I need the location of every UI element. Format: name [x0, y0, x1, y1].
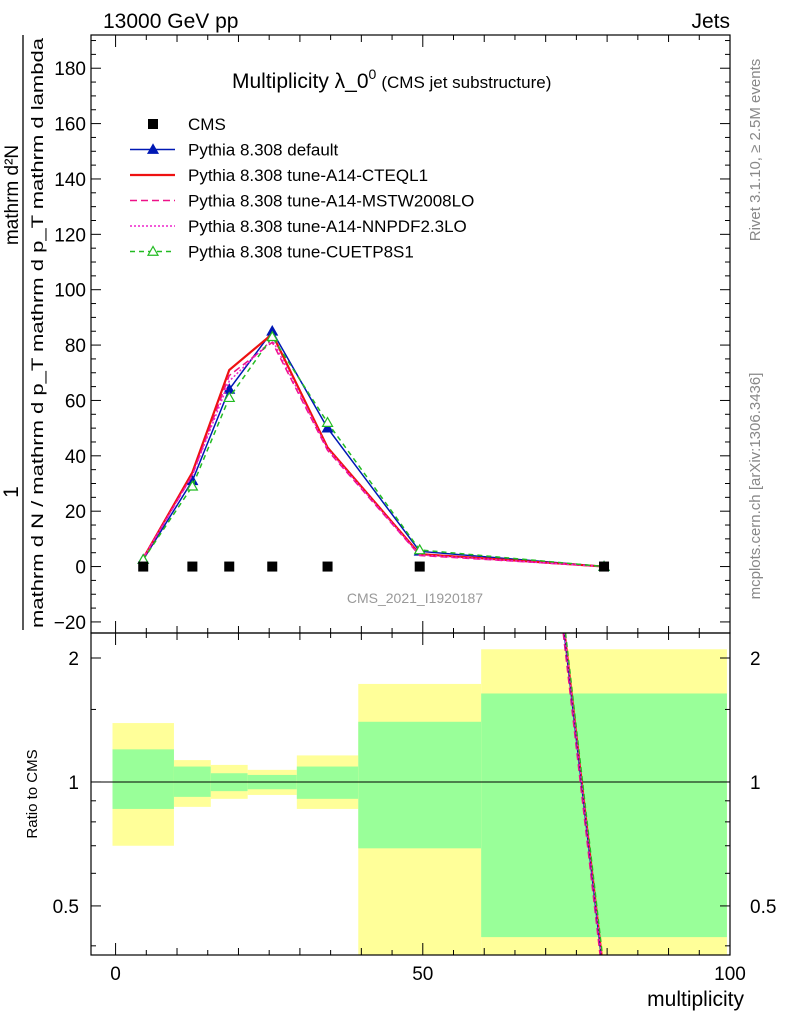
- series-line-1: [142, 332, 605, 568]
- ratio-band-green: [296, 766, 359, 799]
- legend-cms-label: CMS: [188, 115, 226, 134]
- ratio-y-axis-label: Ratio to CMS: [24, 749, 41, 838]
- legend-label-3: Pythia 8.308 tune-A14-NNPDF2.3LO: [188, 217, 467, 236]
- cms-data-point: [138, 561, 149, 572]
- legend-label-1: Pythia 8.308 tune-A14-CTEQL1: [188, 166, 428, 185]
- ratio-tick-label-left: 0.5: [53, 897, 79, 918]
- series-4-point: [321, 416, 334, 427]
- series-4-point: [266, 330, 279, 342]
- y-axis-label-numerator: 1: [0, 486, 23, 498]
- legend-label-0: Pythia 8.308 default: [188, 141, 339, 160]
- x-axis-label: multiplicity: [647, 988, 744, 1011]
- ratio-tick-label-right: 1: [750, 773, 761, 794]
- ratio-band-green: [358, 721, 482, 849]
- y-tick-label: 100: [54, 281, 86, 302]
- ratio-plot-frame: [90, 632, 731, 956]
- chart-title-superscript: 0: [369, 66, 377, 82]
- y-axis-label-denominator: mathrm d N / mathrm d p_T mathrm d p_T m…: [28, 37, 47, 628]
- legend-label-2: Pythia 8.308 tune-A14-MSTW2008LO: [188, 192, 474, 211]
- cms-data-point: [414, 561, 425, 572]
- ratio-tick-label-right: 2: [750, 649, 761, 670]
- ratio-tick-label-left: 1: [68, 773, 79, 794]
- x-tick-label: 0: [110, 964, 121, 985]
- y-tick-label: 140: [54, 170, 86, 191]
- y-tick-label: 80: [65, 336, 86, 357]
- cms-data-point: [599, 561, 610, 572]
- y-tick-label: 120: [54, 225, 86, 246]
- x-tick-label: 50: [412, 964, 433, 985]
- series-0-point: [321, 421, 334, 433]
- ratio-band-green: [481, 693, 727, 938]
- header-process-label: Jets: [691, 10, 730, 33]
- ratio-mc-lines: [562, 633, 604, 955]
- y-tick-label: 20: [65, 502, 86, 523]
- cms-data-points: [138, 561, 610, 572]
- ratio-line-series-4: [564, 633, 604, 955]
- chart-title-note: (CMS jet substructure): [381, 73, 551, 92]
- mcplots-label: mcplots.cern.ch [arXiv:1306.3436]: [747, 373, 764, 600]
- y-tick-label: 180: [54, 59, 86, 80]
- series-line-4: [142, 335, 605, 568]
- legend: CMS Pythia 8.308 default Pythia 8.308 tune…: [130, 115, 474, 262]
- chart-title: Multiplicity λ_00 (CMS jet substructure): [232, 66, 551, 93]
- series-4-point: [413, 543, 426, 555]
- legend-marker-0: [146, 143, 160, 154]
- ratio-line-series-2: [562, 633, 601, 955]
- main-series-group: [137, 325, 611, 571]
- rivet-version-label: Rivet 3.1.10, ≥ 2.5M events: [747, 59, 764, 242]
- ratio-band-green: [112, 749, 174, 809]
- chart-title-main: Multiplicity λ_0: [232, 70, 369, 93]
- y-tick-label: 60: [65, 391, 86, 412]
- y-tick-label: 160: [54, 115, 86, 136]
- series-line-3: [142, 338, 605, 568]
- series-line-0: [142, 329, 605, 568]
- ratio-tick-label-right: 0.5: [750, 897, 776, 918]
- legend-marker-4: [146, 245, 160, 256]
- x-tick-label: 100: [714, 964, 746, 985]
- y-axis-label-numerator-2: mathrm d²N: [2, 145, 23, 245]
- series-line-2: [142, 341, 605, 568]
- cms-data-point: [267, 561, 278, 572]
- legend-cms-marker: [148, 119, 158, 129]
- legend-label-4: Pythia 8.308 tune-CUETP8S1: [188, 243, 414, 262]
- header-energy-label: 13000 GeV pp: [103, 10, 238, 33]
- cms-data-point: [322, 561, 333, 572]
- y-tick-label: 40: [65, 447, 86, 468]
- ratio-bands: [112, 649, 727, 955]
- cms-data-point: [187, 561, 198, 572]
- y-tick-label: 0: [75, 558, 86, 579]
- ratio-tick-label-left: 2: [68, 649, 79, 670]
- analysis-watermark: CMS_2021_I1920187: [347, 590, 483, 606]
- series-4-point: [223, 391, 236, 403]
- cms-data-point: [224, 561, 235, 572]
- y-tick-label: −20: [54, 613, 86, 634]
- series-4-point: [186, 480, 199, 491]
